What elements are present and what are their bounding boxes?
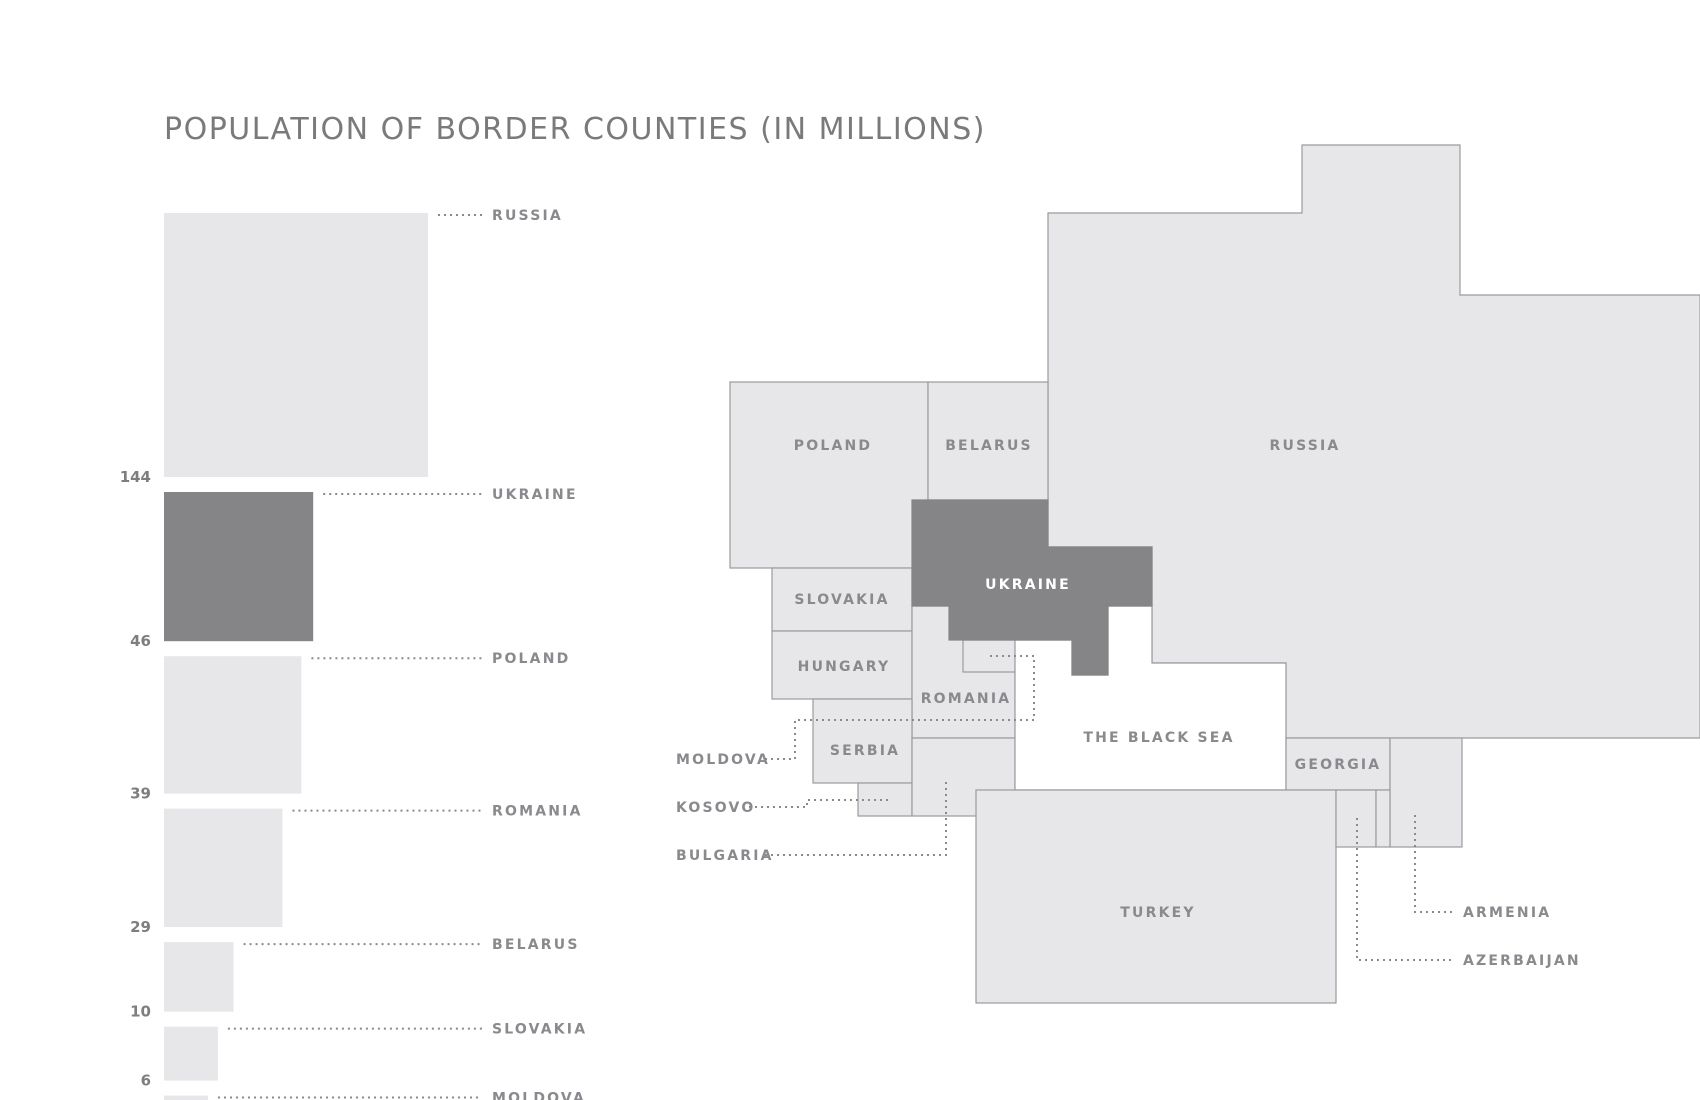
map-label-serbia: SERBIA <box>830 743 900 759</box>
leader-bulgaria <box>765 781 947 856</box>
map-serbia <box>812 698 913 784</box>
label-slovakia: SLOVAKIA <box>492 1022 587 1038</box>
label-romania: ROMANIA <box>492 804 583 820</box>
map-label-black-sea: THE BLACK SEA <box>1083 730 1234 746</box>
value-russia: 144 <box>120 468 151 486</box>
map-azerbaijan-b <box>1389 737 1463 848</box>
leader-moldova <box>765 655 1035 760</box>
square-ukraine <box>164 492 314 642</box>
schematic-map: RUSSIA POLAND BELARUS UKRAINE SLOVAKIA H… <box>676 144 1700 1004</box>
value-poland: 39 <box>130 785 151 803</box>
label-poland: POLAND <box>492 651 570 667</box>
map-label-turkey: TURKEY <box>1120 905 1195 921</box>
population-squares: RUSSIA 144 UKRAINE 46 POLAND 39 ROMANIA 29 BELAR… <box>120 208 587 1100</box>
value-slovakia: 6 <box>141 1072 151 1090</box>
map-kosovo <box>857 782 913 817</box>
map-label-belarus: BELARUS <box>945 438 1033 454</box>
square-slovakia <box>164 1026 218 1081</box>
label-belarus: BELARUS <box>492 937 580 953</box>
map-hungary <box>771 630 913 700</box>
map-label-hungary: HUNGARY <box>798 659 891 675</box>
map-poland <box>729 381 929 569</box>
map-label-russia: RUSSIA <box>1270 438 1341 454</box>
map-label-moldova: MOLDOVA <box>676 752 770 768</box>
map-label-georgia: GEORGIA <box>1295 757 1382 773</box>
map-moldova <box>962 639 1016 673</box>
map-slovakia <box>771 567 913 632</box>
square-moldova <box>164 1095 208 1100</box>
map-label-kosovo: KOSOVO <box>676 800 755 816</box>
value-ukraine: 46 <box>130 632 151 650</box>
map-label-azerbaijan: AZERBAIJAN <box>1463 953 1581 969</box>
chart-title: POPULATION OF BORDER COUNTIES (IN MILLIO… <box>164 112 986 147</box>
map-label-slovakia: SLOVAKIA <box>794 592 889 608</box>
map-label-poland: POLAND <box>794 438 872 454</box>
map-label-bulgaria: BULGARIA <box>676 848 774 864</box>
map-turkey <box>975 789 1337 1004</box>
leader-armenia <box>1414 815 1455 913</box>
square-romania <box>164 808 283 928</box>
map-caucasus-strip <box>1375 789 1391 848</box>
square-belarus <box>164 942 234 1012</box>
square-poland <box>164 656 302 794</box>
map-label-ukraine: UKRAINE <box>985 577 1071 593</box>
map-label-armenia: ARMENIA <box>1463 905 1551 921</box>
value-belarus: 10 <box>130 1003 151 1021</box>
label-russia: RUSSIA <box>492 208 563 224</box>
leader-kosovo <box>749 799 888 808</box>
map-ukraine <box>911 499 1153 676</box>
label-moldova: MOLDOVA <box>492 1091 586 1100</box>
label-ukraine: UKRAINE <box>492 487 578 503</box>
value-romania: 29 <box>130 918 151 936</box>
square-russia <box>164 213 428 477</box>
map-label-romania: ROMANIA <box>921 691 1012 707</box>
